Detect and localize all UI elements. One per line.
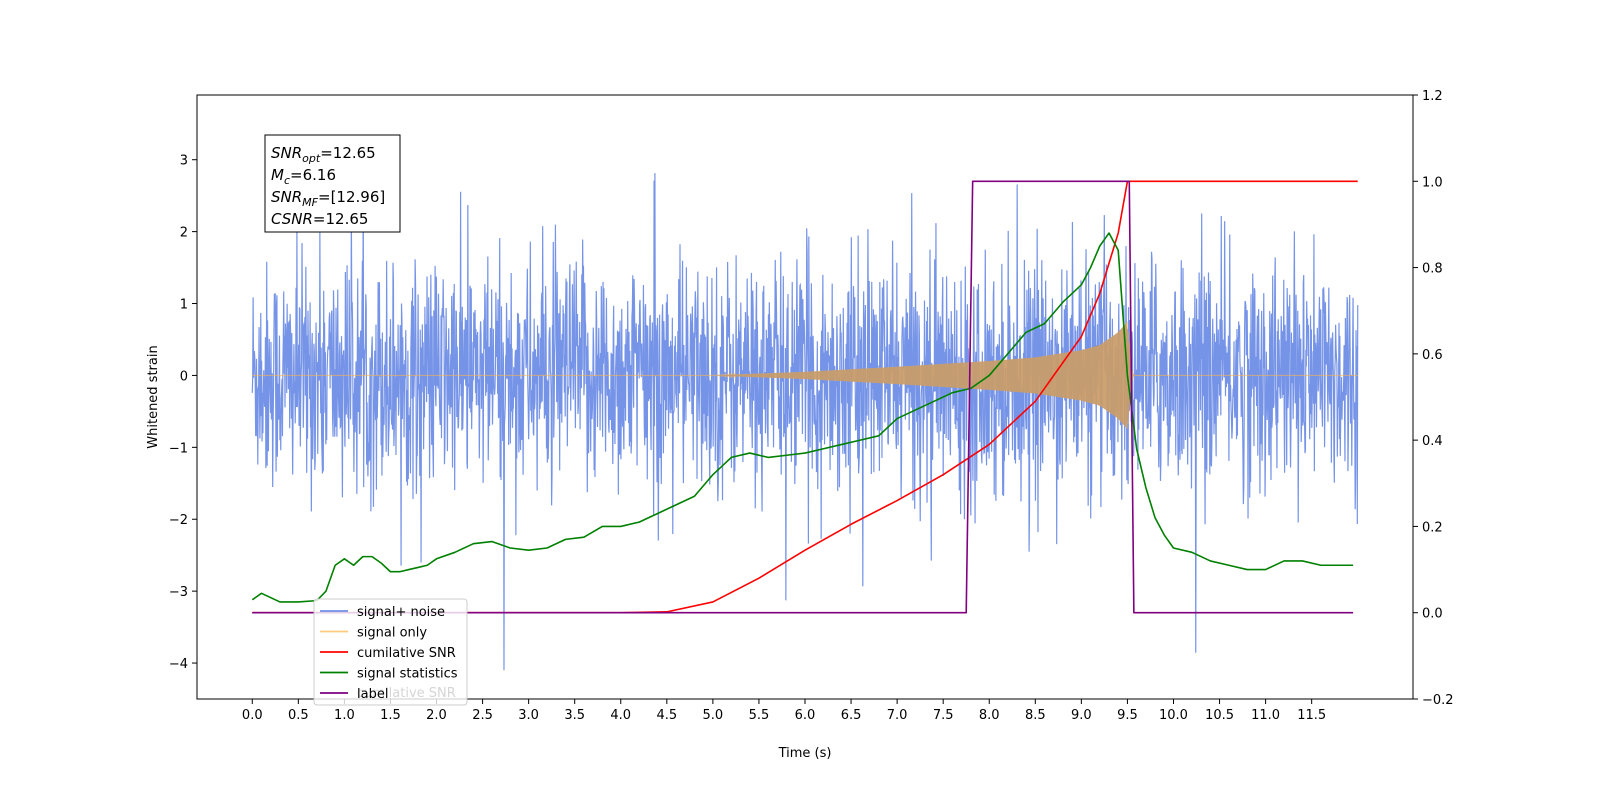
legend-label: signal+ noise: [357, 605, 445, 620]
y-tick-label: 1: [180, 298, 188, 313]
x-tick-label: 8.0: [979, 708, 1000, 723]
legend-label: cumilative SNR: [357, 646, 456, 661]
x-tick-label: 11.5: [1297, 708, 1326, 723]
series-signal-statistics: [251, 232, 1354, 603]
series-label: [252, 180, 1354, 614]
y2-tick-label: 0.8: [1422, 262, 1443, 277]
y2-tick-label: 1.2: [1422, 89, 1443, 104]
y-tick-label: −3: [169, 585, 188, 600]
info-line: SNRMF=[12.96]: [271, 188, 385, 209]
y-axis-label: Whitened strain: [146, 345, 161, 448]
legend-label: signal only: [357, 626, 427, 641]
y2-tick-label: 0.0: [1422, 607, 1443, 622]
x-tick-label: 9.0: [1071, 708, 1092, 723]
x-tick-label: 9.5: [1117, 708, 1138, 723]
x-tick-label: 5.0: [703, 708, 724, 723]
series-signal-only-envelope: [252, 323, 1358, 428]
x-axis-label: Time (s): [778, 746, 832, 761]
info-line: CSNR=12.65: [271, 210, 368, 228]
y2-tick-label: 1.0: [1422, 175, 1443, 190]
y2-tick-label: 0.2: [1422, 520, 1443, 535]
y-tick-label: −1: [169, 441, 188, 456]
plot-area: [251, 161, 1359, 671]
x-tick-label: 4.5: [656, 708, 677, 723]
x-tick-label: 2.0: [426, 708, 447, 723]
legend: signal+ noise signal only cumilative SNR si…: [313, 598, 468, 706]
x-tick-label: 1.5: [380, 708, 401, 723]
x-tick-label: 4.0: [610, 708, 631, 723]
info-line: Mc=6.16: [271, 166, 336, 187]
y2-tick-label: −0.2: [1422, 693, 1454, 708]
x-tick-label: 2.5: [472, 708, 493, 723]
x-tick-label: 6.0: [795, 708, 816, 723]
legend-label: signal statistics: [357, 667, 458, 682]
x-tick-label: 0.0: [242, 708, 263, 723]
y-tick-label: 2: [180, 226, 188, 241]
x-tick-label: 8.5: [1025, 708, 1046, 723]
legend-frame: [313, 598, 468, 706]
x-tick-label: 10.0: [1159, 708, 1188, 723]
y2-tick-label: 0.6: [1422, 348, 1443, 363]
x-tick-label: 6.5: [841, 708, 862, 723]
y2-tick-label: 0.4: [1422, 434, 1443, 449]
x-tick-label: 3.0: [518, 708, 539, 723]
x-tick-label: 3.5: [564, 708, 585, 723]
info-box-frame: [264, 134, 401, 233]
series-signal-plus-noise: [251, 161, 1359, 671]
x-tick-label: 11.0: [1251, 708, 1280, 723]
info-box: SNRopt=12.65Mc=6.16SNRMF=[12.96]CSNR=12.…: [264, 134, 401, 233]
legend-ghost-label: cumilative SNR: [357, 686, 456, 701]
series-cumulative-snr: [252, 180, 1358, 614]
axes: 0.0 0.5 1.0 1.5 2.0 2.5 3.0 3.5 4.0 4.5 5.0 5.5 6.0 6…: [169, 89, 1454, 723]
x-tick-label: 1.0: [334, 708, 355, 723]
x-tick-label: 7.0: [887, 708, 908, 723]
x-tick-label: 7.5: [933, 708, 954, 723]
x-tick-label: 5.5: [749, 708, 770, 723]
x-tick-label: 10.5: [1205, 708, 1234, 723]
y-tick-label: −2: [169, 513, 188, 528]
legend-label: label: [357, 687, 388, 702]
info-line: SNRopt=12.65: [271, 144, 376, 165]
y-tick-label: 0: [180, 369, 188, 384]
y-tick-label: 3: [180, 154, 188, 169]
x-tick-label: 0.5: [288, 708, 309, 723]
y-tick-label: −4: [169, 657, 188, 672]
